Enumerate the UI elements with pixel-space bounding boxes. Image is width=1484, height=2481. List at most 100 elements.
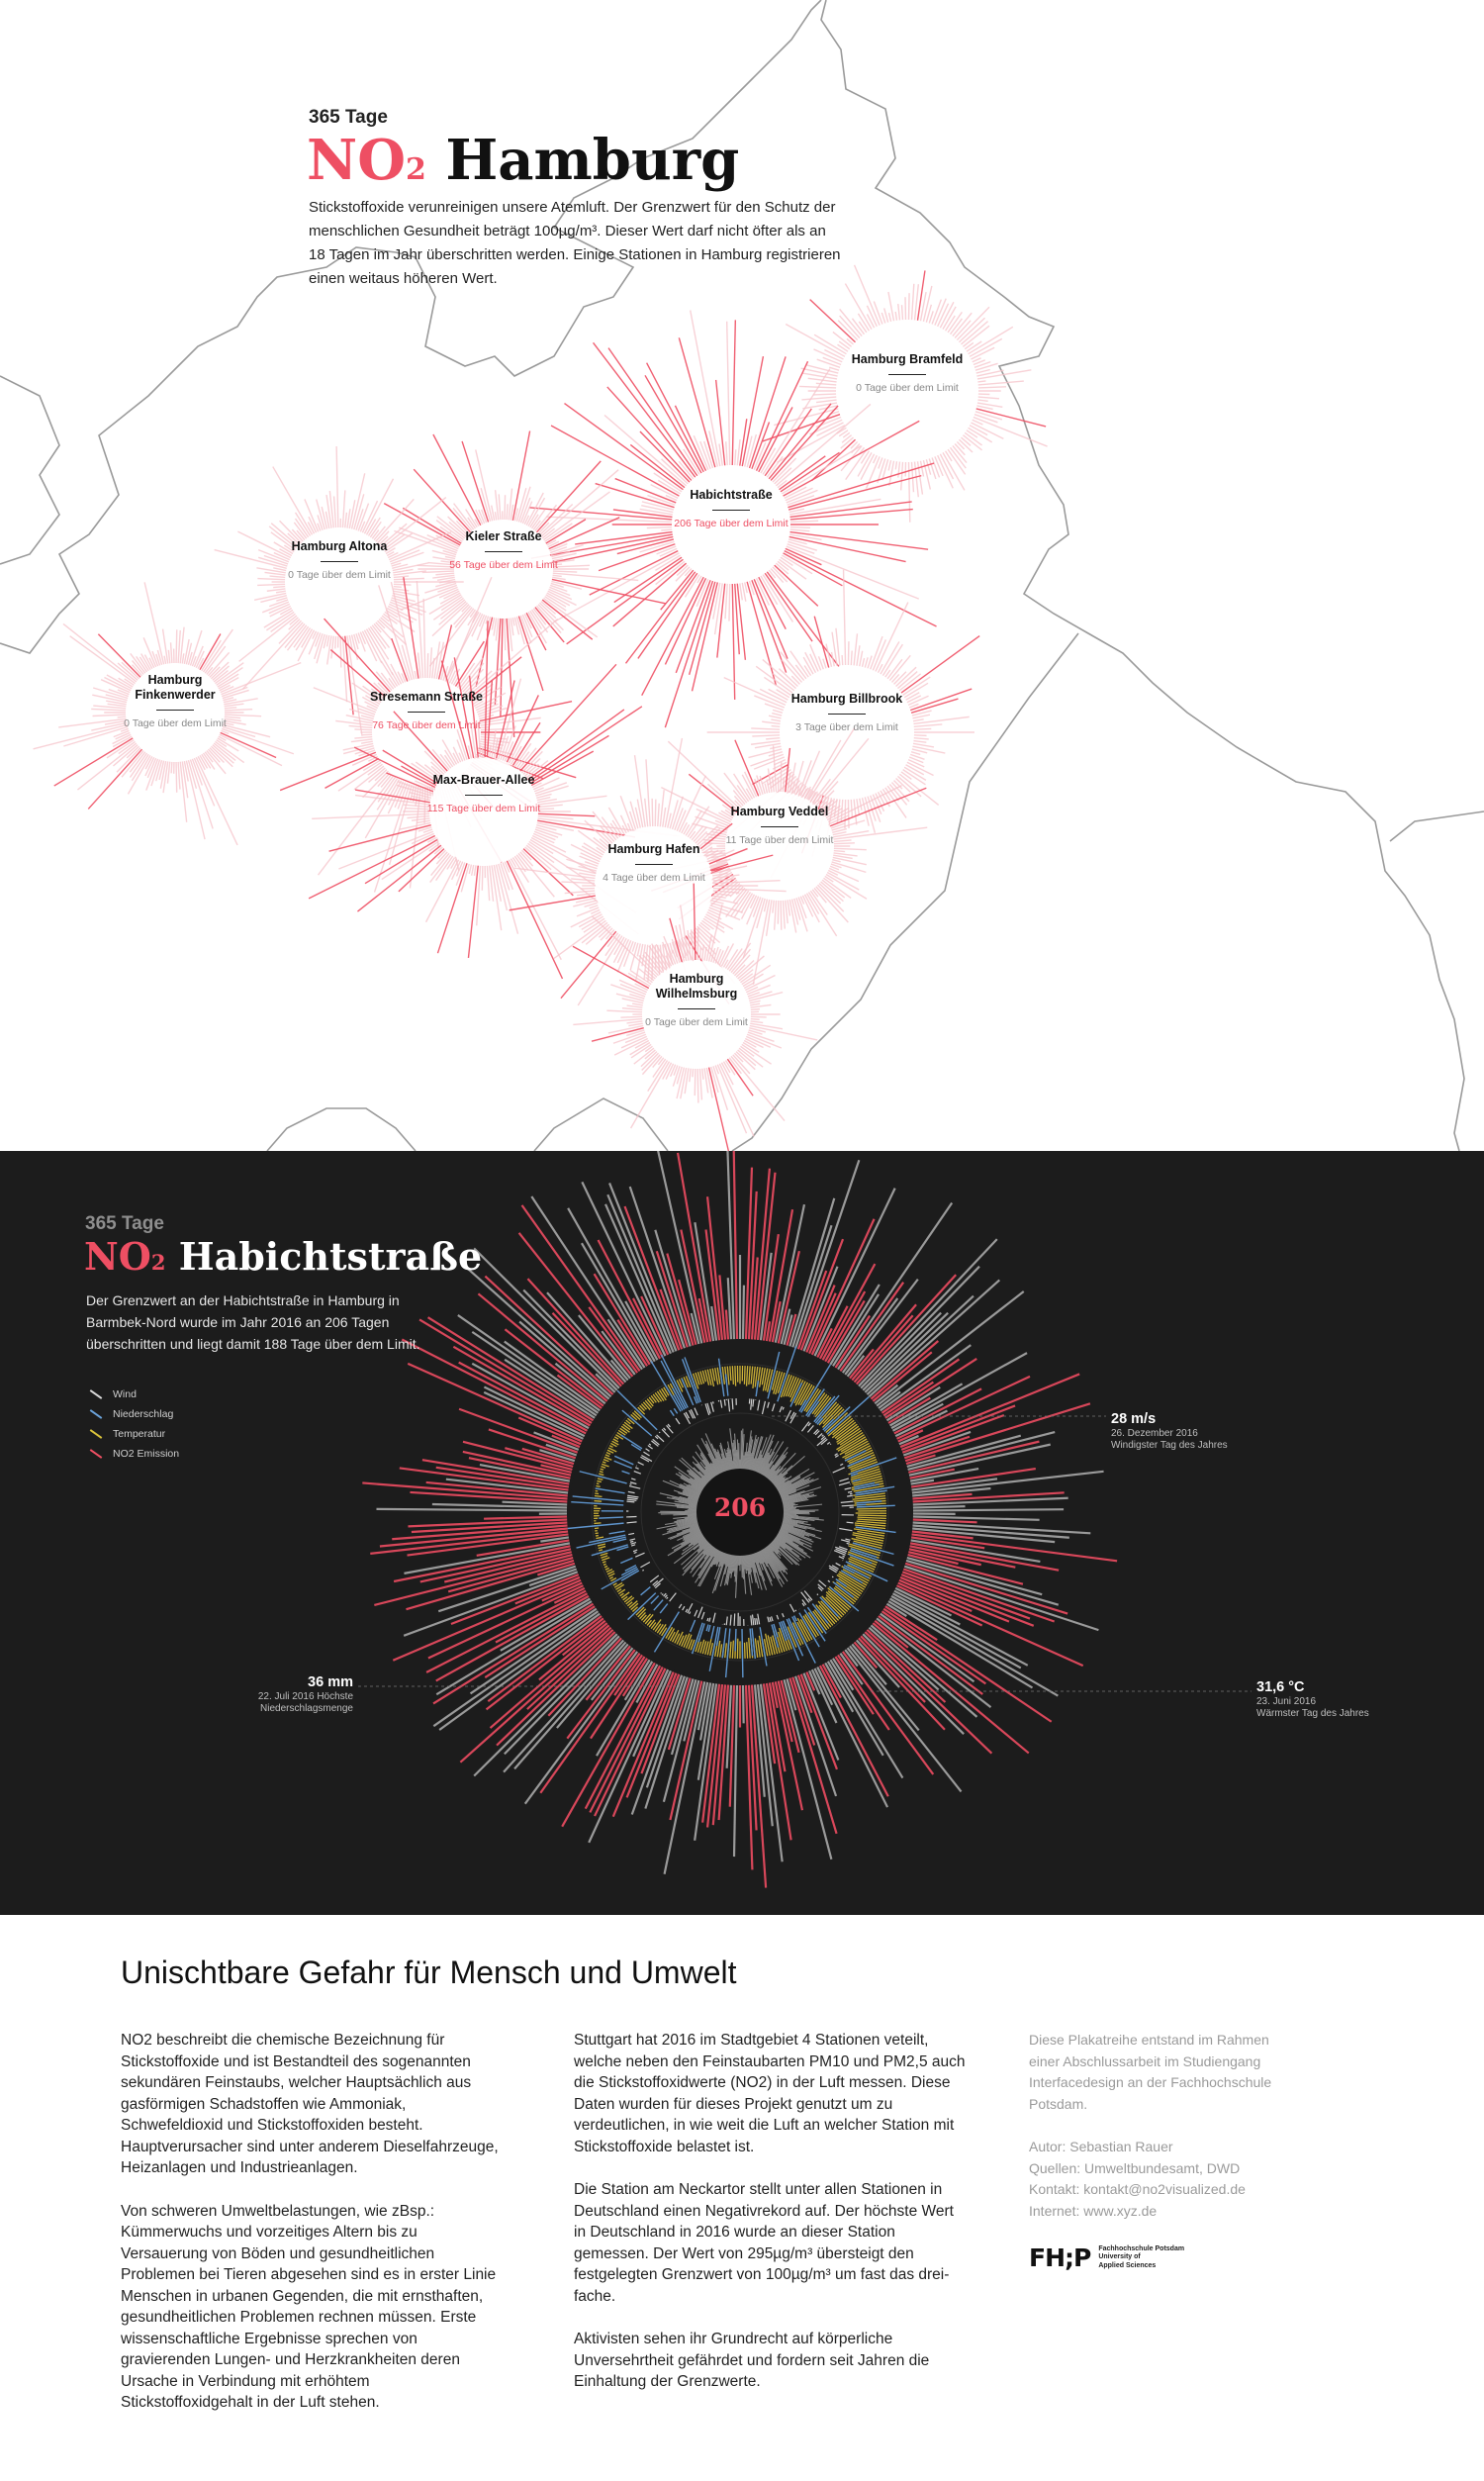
burst-ray	[707, 836, 726, 840]
burst-ray	[740, 973, 754, 984]
burst-ray	[279, 520, 303, 544]
burst-ray	[112, 733, 132, 745]
burst-ray	[824, 875, 834, 883]
station-billbrook[interactable]: Hamburg Billbrook 3 Tage über dem Limit	[783, 692, 911, 734]
no2-ray	[768, 1682, 787, 1772]
station-finkenwerder[interactable]: Hamburg Finkenwerder 0 Tage über dem Limi…	[111, 673, 239, 730]
burst-ray	[354, 789, 430, 804]
burst-ray	[634, 983, 649, 992]
station-wilhelmsburg[interactable]: Hamburg Wilhelmsburg 0 Tage über dem Limi…	[632, 972, 761, 1029]
burst-ray	[647, 494, 676, 506]
station-habichtstrasse[interactable]: Habichtstraße 206 Tage über dem Limit	[667, 488, 795, 530]
burst-ray	[788, 762, 796, 794]
burst-ray	[838, 340, 851, 350]
core-ray	[692, 1545, 716, 1577]
wind-bar	[683, 1412, 692, 1425]
station-bramfeld[interactable]: Hamburg Bramfeld 0 Tage über dem Limit	[843, 352, 972, 395]
temp-bar	[639, 1404, 646, 1412]
burst-ray	[728, 583, 731, 621]
station-max-brauer-allee[interactable]: Max-Brauer-Allee 115 Tage über dem Limit	[419, 773, 548, 815]
core-ray	[743, 1442, 748, 1472]
burst-ray	[549, 586, 571, 597]
burst-ray	[934, 456, 944, 477]
burst-ray	[62, 622, 138, 683]
burst-ray	[150, 759, 161, 787]
temp-bar	[813, 1394, 830, 1415]
burst-ray	[155, 759, 163, 782]
burst-ray	[370, 688, 385, 700]
burst-ray	[931, 457, 941, 478]
temp-bar	[594, 1499, 603, 1502]
burst-ray	[363, 478, 395, 534]
burst-ray	[606, 1009, 643, 1013]
burst-ray	[384, 611, 416, 633]
core-ray	[699, 1461, 715, 1480]
burst-ray	[106, 739, 135, 759]
burst-ray	[276, 597, 288, 602]
no2-ray	[829, 1284, 881, 1366]
contact-link[interactable]: Kontakt: kontakt@no2visualized.de	[1029, 2181, 1246, 2197]
no2-ray	[697, 1297, 709, 1343]
core-ray	[678, 1492, 701, 1501]
core-ray	[750, 1552, 763, 1590]
station-days: 76 Tage über dem Limit	[372, 719, 481, 731]
core-ray	[752, 1551, 762, 1576]
temp-bar	[793, 1381, 806, 1404]
no2-ray	[747, 1191, 758, 1340]
website-link[interactable]: Internet: www.xyz.de	[1029, 2202, 1158, 2219]
burst-ray	[546, 516, 673, 524]
temp-bar	[676, 1631, 684, 1645]
station-altona[interactable]: Hamburg Altona 0 Tage über dem Limit	[275, 539, 404, 582]
burst-ray	[465, 509, 478, 528]
burst-ray	[293, 625, 310, 648]
burst-ray	[887, 313, 892, 323]
burst-ray	[494, 618, 502, 706]
burst-ray	[458, 752, 464, 762]
rain-bar	[855, 1489, 887, 1496]
rain-bar	[724, 1374, 729, 1396]
burst-ray	[919, 291, 927, 322]
burst-ray	[515, 854, 529, 871]
burst-ray	[842, 431, 851, 438]
station-veddel[interactable]: Hamburg Veddel 11 Tage über dem Limit	[715, 805, 844, 847]
no2-ray	[904, 1562, 1068, 1615]
burst-ray	[824, 805, 841, 817]
rain-bar	[576, 1536, 626, 1549]
burst-ray	[354, 794, 430, 806]
station-stresemann-strasse[interactable]: Stresemann Straße 76 Tage über dem Limit	[362, 690, 491, 732]
burst-ray	[887, 459, 892, 471]
no2-ray	[670, 1678, 695, 1756]
wind-bar	[847, 1494, 853, 1497]
burst-ray	[802, 402, 838, 410]
station-kieler-strasse[interactable]: Kieler Straße 56 Tage über dem Limit	[439, 529, 568, 572]
core-ray	[773, 1536, 792, 1551]
burst-ray	[753, 756, 786, 770]
no2-ray	[810, 1218, 876, 1356]
wind-bar	[733, 1613, 736, 1626]
burst-ray	[657, 803, 660, 827]
no2-ray	[616, 1319, 649, 1367]
temp-bar	[852, 1532, 884, 1540]
no2-ray	[662, 1678, 697, 1803]
core-ray	[683, 1482, 703, 1494]
station-hafen[interactable]: Hamburg Hafen 4 Tage über dem Limit	[590, 842, 718, 885]
wind-bar	[719, 1399, 723, 1408]
burst-ray	[552, 574, 562, 578]
no2-ray	[786, 1678, 797, 1711]
burst-ray	[732, 1054, 751, 1075]
burst-ray	[369, 521, 382, 538]
temp-bar	[630, 1602, 639, 1611]
burst-ray	[875, 793, 885, 812]
no2-ray	[912, 1527, 1056, 1544]
core-ray	[780, 1523, 806, 1532]
burst-ray	[363, 629, 383, 664]
burst-ray	[675, 579, 711, 674]
no2-ray	[504, 1328, 604, 1407]
wind-bar	[669, 1592, 677, 1602]
burst-ray	[816, 422, 844, 437]
burst-ray	[833, 854, 853, 860]
rain-bar	[653, 1599, 664, 1611]
burst-ray	[603, 414, 688, 487]
burst-ray	[898, 773, 940, 807]
burst-ray	[749, 895, 758, 909]
